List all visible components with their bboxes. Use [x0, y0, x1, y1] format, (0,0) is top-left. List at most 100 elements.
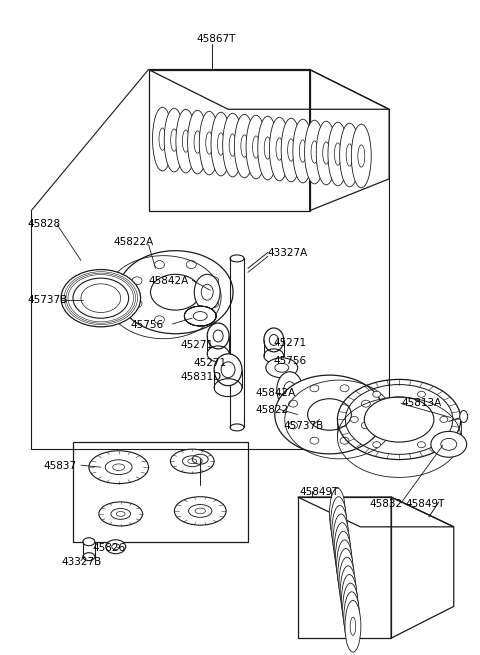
Ellipse shape [348, 600, 353, 618]
Ellipse shape [174, 496, 226, 525]
Ellipse shape [335, 143, 341, 165]
Ellipse shape [284, 382, 296, 398]
Ellipse shape [221, 362, 235, 378]
Ellipse shape [155, 316, 165, 324]
Ellipse shape [176, 109, 196, 173]
Ellipse shape [252, 136, 260, 159]
Ellipse shape [234, 114, 254, 178]
Text: 43327B: 43327B [61, 557, 101, 567]
Ellipse shape [275, 364, 288, 372]
Ellipse shape [288, 400, 298, 407]
Ellipse shape [81, 284, 120, 312]
Ellipse shape [344, 591, 360, 643]
Ellipse shape [336, 514, 341, 532]
Ellipse shape [89, 451, 148, 483]
Ellipse shape [258, 116, 277, 180]
Text: 45828: 45828 [27, 219, 60, 229]
Text: 45271: 45271 [274, 338, 307, 348]
Ellipse shape [188, 110, 207, 174]
Text: 45756: 45756 [131, 320, 164, 330]
Ellipse shape [209, 277, 219, 285]
Ellipse shape [343, 583, 359, 635]
Ellipse shape [73, 278, 129, 318]
Ellipse shape [106, 540, 126, 553]
Ellipse shape [337, 522, 343, 540]
Ellipse shape [118, 251, 233, 334]
Ellipse shape [269, 117, 289, 181]
Ellipse shape [132, 300, 142, 308]
Ellipse shape [311, 141, 318, 163]
Ellipse shape [83, 538, 95, 546]
Ellipse shape [310, 437, 319, 444]
Ellipse shape [460, 411, 468, 422]
Ellipse shape [116, 512, 125, 516]
Ellipse shape [132, 277, 142, 285]
Ellipse shape [335, 505, 340, 523]
Ellipse shape [361, 400, 371, 407]
Ellipse shape [340, 566, 356, 618]
Ellipse shape [170, 449, 214, 474]
Ellipse shape [338, 531, 344, 549]
Ellipse shape [323, 142, 330, 164]
Text: 43327A: 43327A [268, 248, 308, 259]
Ellipse shape [331, 496, 347, 548]
Ellipse shape [293, 119, 313, 183]
Ellipse shape [206, 132, 213, 154]
Text: 45271: 45271 [193, 358, 227, 368]
Ellipse shape [164, 108, 184, 172]
Ellipse shape [269, 335, 278, 345]
Text: 45849T: 45849T [300, 487, 339, 497]
Ellipse shape [338, 548, 354, 600]
Ellipse shape [329, 488, 346, 540]
Ellipse shape [334, 523, 350, 574]
Ellipse shape [201, 284, 213, 300]
Ellipse shape [159, 128, 166, 150]
Ellipse shape [194, 274, 220, 310]
Text: 45271: 45271 [180, 340, 214, 350]
Ellipse shape [336, 540, 352, 591]
Ellipse shape [171, 129, 178, 151]
Text: 45813A: 45813A [401, 398, 441, 407]
Ellipse shape [342, 557, 348, 575]
Ellipse shape [339, 540, 345, 557]
Ellipse shape [308, 399, 351, 430]
Ellipse shape [61, 270, 141, 327]
Ellipse shape [194, 131, 201, 153]
Ellipse shape [346, 144, 353, 166]
Ellipse shape [343, 565, 348, 584]
Ellipse shape [241, 135, 248, 157]
Ellipse shape [332, 506, 348, 557]
Ellipse shape [246, 115, 266, 179]
Ellipse shape [373, 441, 381, 447]
Ellipse shape [373, 391, 381, 398]
Ellipse shape [277, 372, 302, 407]
Ellipse shape [340, 123, 360, 187]
Text: 45756: 45756 [274, 356, 307, 366]
Ellipse shape [229, 134, 236, 156]
Ellipse shape [264, 328, 284, 352]
Ellipse shape [155, 261, 165, 269]
Ellipse shape [195, 508, 205, 514]
Ellipse shape [340, 437, 349, 444]
Text: 45831D: 45831D [180, 372, 221, 382]
Text: 45737B: 45737B [284, 421, 324, 432]
Ellipse shape [153, 107, 172, 171]
Ellipse shape [341, 548, 346, 566]
Text: 45842A: 45842A [148, 276, 189, 286]
Ellipse shape [99, 502, 143, 526]
Ellipse shape [288, 422, 298, 429]
Ellipse shape [193, 312, 207, 320]
Ellipse shape [112, 544, 120, 550]
Ellipse shape [346, 583, 351, 601]
Ellipse shape [209, 300, 219, 308]
Ellipse shape [281, 118, 301, 182]
Ellipse shape [305, 121, 324, 184]
Ellipse shape [264, 137, 271, 159]
Ellipse shape [111, 508, 131, 519]
Ellipse shape [186, 316, 196, 324]
Ellipse shape [207, 323, 229, 349]
Ellipse shape [182, 130, 189, 152]
Ellipse shape [105, 460, 132, 475]
Ellipse shape [441, 438, 457, 450]
Ellipse shape [182, 456, 202, 466]
